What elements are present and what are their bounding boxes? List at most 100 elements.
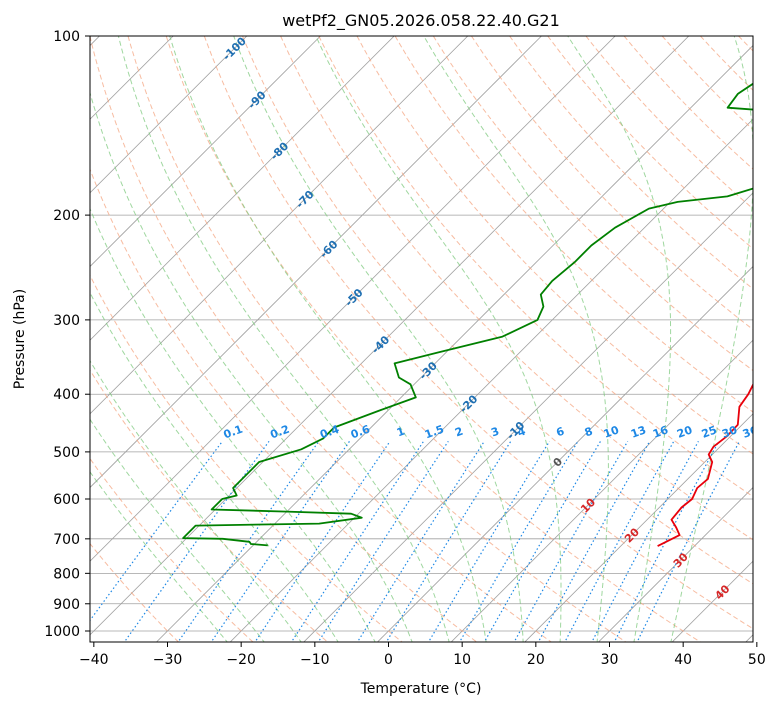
y-tick-label: 700 xyxy=(53,532,80,548)
mixing-ratio-label: 36 xyxy=(741,423,760,441)
mixing-ratio-label: 20 xyxy=(675,423,694,441)
mixing-ratio-label: 6 xyxy=(554,425,566,440)
isotherm-line xyxy=(524,413,753,642)
dry-adiabat-line xyxy=(90,36,553,642)
y-tick-label: 900 xyxy=(53,597,80,613)
isotherm-line xyxy=(597,486,753,642)
mixing-ratio-label: 3 xyxy=(489,425,501,440)
plot-area: 0.1 0.2 0.4 0.6 1 1.5 2 3 4 6 8 10 13 16 20 25 30 36 -100 -… xyxy=(90,34,760,642)
mixing-ratio-line xyxy=(290,440,425,642)
moist-adiabat-line xyxy=(117,36,450,642)
mixing-ratio-label: 0.6 xyxy=(349,422,372,441)
isotherm-line xyxy=(745,634,753,642)
dry-adiabat-line xyxy=(280,36,753,541)
isotherm-label: -100 xyxy=(220,34,249,63)
x-axis-ticks: −40 −30 −20 −10 0 10 20 30 40 50 xyxy=(79,642,766,668)
y-tick-label: 600 xyxy=(53,492,80,508)
isobar-lines xyxy=(90,36,753,632)
mixing-ratio-label: 30 xyxy=(720,423,739,441)
moist-adiabat-line xyxy=(670,36,753,642)
moist-adiabat-line xyxy=(169,36,487,642)
isotherm-line xyxy=(90,36,616,562)
dry-adiabat-line xyxy=(432,36,753,372)
moist-adiabat-lines xyxy=(90,36,753,642)
x-tick-label: −40 xyxy=(79,652,109,668)
isotherm-line xyxy=(229,118,753,642)
isotherm-line xyxy=(303,192,753,642)
x-axis-label: Temperature (°C) xyxy=(360,681,482,697)
isotherm-label: 0 xyxy=(551,455,566,470)
moist-adiabat-line xyxy=(90,359,302,642)
moist-adiabat-line xyxy=(567,36,672,642)
isotherm-label: 10 xyxy=(578,495,598,515)
dry-adiabat-line xyxy=(470,36,753,331)
mixing-ratio-label: 10 xyxy=(602,423,621,441)
isotherm-line xyxy=(90,36,248,194)
mixing-ratio-line xyxy=(90,440,223,622)
mixing-ratio-label: 1 xyxy=(395,425,407,440)
x-tick-label: −20 xyxy=(226,652,256,668)
isotherm-label: -80 xyxy=(268,139,291,162)
mixing-ratio-line xyxy=(317,440,449,642)
x-tick-label: 0 xyxy=(384,652,393,668)
mixing-ratio-line xyxy=(210,440,350,642)
isotherm-label: -60 xyxy=(317,237,340,260)
x-tick-label: −30 xyxy=(153,652,183,668)
mixing-ratio-line xyxy=(537,441,651,642)
isotherm-line xyxy=(671,560,753,642)
dry-adiabat-line xyxy=(165,36,702,642)
dry-adiabat-line xyxy=(242,36,753,585)
mixing-ratio-label: 25 xyxy=(700,423,719,440)
y-tick-label: 500 xyxy=(53,445,80,461)
isotherm-label: -20 xyxy=(457,392,480,415)
dry-adiabat-line xyxy=(90,274,403,642)
mixing-ratio-label: 2 xyxy=(453,425,465,440)
mixing-ratio-label: 0.2 xyxy=(268,423,291,442)
y-axis-ticks: 100 200 300 400 500 600 700 800 900 1000 xyxy=(44,29,90,640)
sounding-traces xyxy=(182,82,753,547)
y-tick-label: 400 xyxy=(53,387,80,403)
isotherm-line xyxy=(90,36,469,415)
moist-adiabat-line xyxy=(233,36,524,642)
dry-adiabat-line xyxy=(509,36,753,290)
mixing-ratio-label: 13 xyxy=(629,423,648,440)
y-tick-label: 100 xyxy=(53,29,80,45)
y-tick-label: 200 xyxy=(53,208,80,224)
mixing-ratio-line xyxy=(123,440,270,642)
moist-adiabat-line xyxy=(90,291,339,642)
plot-frame xyxy=(89,35,754,643)
mixing-ratio-label: 4 xyxy=(516,425,528,440)
isotherm-label: -50 xyxy=(342,286,365,309)
temperature-trace xyxy=(657,382,753,547)
x-tick-label: 20 xyxy=(527,652,545,668)
mixing-ratio-label: 1.5 xyxy=(423,423,446,442)
dry-adiabat-line xyxy=(738,36,753,52)
mixing-ratio-label: 8 xyxy=(583,425,595,440)
moist-adiabat-line xyxy=(90,207,376,642)
isotherm-label: 40 xyxy=(712,582,732,602)
isotherm-line xyxy=(450,339,753,642)
mixing-ratio-line xyxy=(385,440,512,642)
mixing-ratio-line xyxy=(564,441,675,642)
dry-adiabat-line xyxy=(547,36,753,250)
isotherm-line xyxy=(376,265,753,642)
x-tick-label: 40 xyxy=(674,652,692,668)
moist-adiabat-line xyxy=(90,418,265,642)
isotherm-lines xyxy=(90,36,753,642)
isotherm-line xyxy=(155,44,753,642)
dry-adiabat-line xyxy=(90,369,329,642)
x-tick-label: 10 xyxy=(453,652,471,668)
mixing-ratio-line xyxy=(427,440,551,642)
mixing-ratio-label: 0.1 xyxy=(222,423,245,442)
y-tick-label: 300 xyxy=(53,313,80,329)
dry-adiabat-line xyxy=(623,36,753,170)
dry-adiabat-lines xyxy=(90,36,753,642)
x-tick-label: 50 xyxy=(748,652,766,668)
mixing-ratio-label: 16 xyxy=(651,423,670,441)
dry-adiabat-line xyxy=(318,36,753,498)
mixing-ratio-line xyxy=(591,441,699,642)
moist-adiabat-line xyxy=(315,36,562,642)
y-axis-label: Pressure (hPa) xyxy=(12,289,28,389)
mixing-ratio-label: 0.4 xyxy=(318,422,341,441)
